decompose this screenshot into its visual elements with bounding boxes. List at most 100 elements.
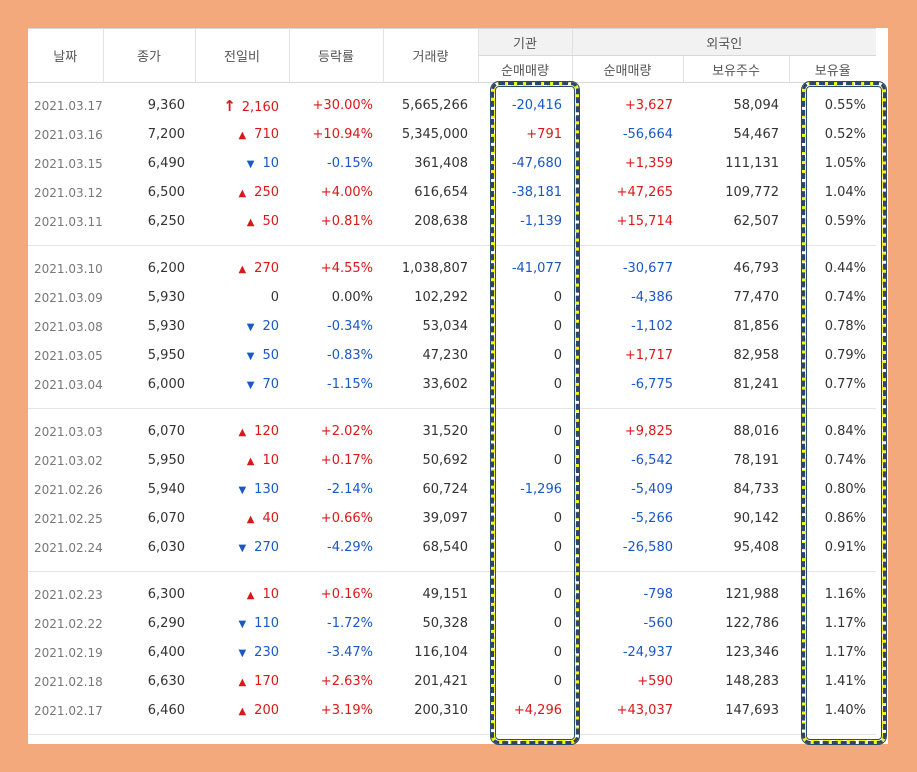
row-close: 6,030 [147, 540, 185, 555]
row-date: 2021.02.17 [34, 703, 103, 718]
row-volume: 39,097 [422, 511, 469, 526]
row-inst-net: 0 [553, 645, 562, 660]
row-date: 2021.03.10 [34, 261, 103, 276]
row-spacer [28, 83, 876, 92]
row-rate: +0.66% [320, 511, 373, 526]
table-row: 2021.02.18 6,630 170 +2.63% 201,421 0 +590 148,… [28, 667, 876, 696]
header-institution: 기관 [477, 28, 572, 56]
row-foreign-ratio: 0.84% [824, 424, 866, 439]
row-inst-net: 0 [553, 319, 562, 334]
row-volume: 33,602 [422, 377, 469, 392]
row-rate: -0.83% [327, 348, 373, 363]
row-date: 2021.03.09 [34, 290, 103, 305]
row-date: 2021.03.16 [34, 127, 103, 142]
row-rate: +3.19% [320, 703, 373, 718]
row-close: 6,460 [147, 703, 185, 718]
daily-trading-table: 날짜 종가 전일비 등락률 거래량 기관 외국인 순매매량 순매매량 보유주수 … [28, 28, 876, 735]
table-row: 2021.02.26 5,940 130 -2.14% 60,724 -1,296 -5,4… [28, 475, 876, 504]
row-foreign-holdings: 78,191 [733, 453, 780, 468]
row-inst-net: 0 [553, 290, 562, 305]
row-rate: -1.72% [327, 616, 373, 631]
group-divider [28, 562, 876, 572]
row-foreign-holdings: 109,772 [725, 185, 779, 200]
stock-table-panel: 날짜 종가 전일비 등락률 거래량 기관 외국인 순매매량 순매매량 보유주수 … [28, 28, 888, 744]
row-foreign-net: -56,664 [622, 127, 673, 142]
row-foreign-holdings: 90,142 [733, 511, 780, 526]
row-inst-net: 0 [553, 424, 562, 439]
row-date: 2021.02.24 [34, 540, 103, 555]
row-foreign-net: -30,677 [622, 261, 673, 276]
row-close: 6,000 [147, 377, 185, 392]
row-foreign-holdings: 147,693 [725, 703, 779, 718]
row-close: 7,200 [147, 127, 185, 142]
row-foreign-net: +1,717 [624, 348, 673, 363]
row-close: 6,290 [147, 616, 185, 631]
row-foreign-holdings: 54,467 [733, 127, 780, 142]
table-row: 2021.03.08 5,930 20 -0.34% 53,034 0 -1,102 81,8… [28, 312, 876, 341]
row-foreign-holdings: 122,786 [725, 616, 779, 631]
row-close: 6,200 [147, 261, 185, 276]
header-change: 전일비 [194, 28, 289, 83]
group-divider [28, 399, 876, 409]
row-foreign-holdings: 81,241 [733, 377, 780, 392]
row-volume: 116,104 [414, 645, 468, 660]
row-spacer [28, 246, 876, 255]
row-foreign-net: +590 [637, 674, 673, 689]
row-foreign-holdings: 95,408 [733, 540, 780, 555]
table-row: 2021.03.09 5,930 0 0.00% 102,292 0 -4,386 77,47… [28, 283, 876, 312]
row-foreign-holdings: 111,131 [725, 156, 779, 171]
row-foreign-net: -6,775 [631, 377, 673, 392]
row-close: 6,630 [147, 674, 185, 689]
institution-column-highlight [491, 82, 579, 744]
row-foreign-holdings: 148,283 [725, 674, 779, 689]
table-row: 2021.02.25 6,070 40 +0.66% 39,097 0 -5,266 90,1… [28, 504, 876, 533]
row-close: 6,300 [147, 587, 185, 602]
row-inst-net: 0 [553, 674, 562, 689]
row-volume: 68,540 [422, 540, 469, 555]
table-body: 2021.03.17 9,360 2,160 +30.00% 5,665,266 -20,… [28, 83, 876, 735]
group-divider [28, 725, 876, 735]
row-volume: 47,230 [422, 348, 469, 363]
row-change: 110 [195, 609, 289, 638]
row-foreign-net: +15,714 [616, 214, 673, 229]
row-date: 2021.03.11 [34, 214, 103, 229]
row-change: 0 [270, 290, 279, 305]
row-foreign-holdings: 84,733 [733, 482, 780, 497]
row-close: 6,250 [147, 214, 185, 229]
row-volume: 1,038,807 [401, 261, 468, 276]
row-foreign-holdings: 58,094 [733, 98, 780, 113]
row-volume: 5,665,266 [401, 98, 468, 113]
row-date: 2021.03.12 [34, 185, 103, 200]
row-foreign-ratio: 1.17% [824, 616, 866, 631]
row-change: 10 [195, 149, 289, 178]
row-foreign-net: +1,359 [624, 156, 673, 171]
row-date: 2021.02.25 [34, 511, 103, 526]
row-close: 6,490 [147, 156, 185, 171]
table-row: 2021.03.02 5,950 10 +0.17% 50,692 0 -6,542 78,1… [28, 446, 876, 475]
row-date: 2021.02.22 [34, 616, 103, 631]
row-close: 5,950 [147, 348, 185, 363]
table-row: 2021.02.17 6,460 200 +3.19% 200,310 +4,296 +43… [28, 696, 876, 725]
row-foreign-ratio: 1.16% [824, 587, 866, 602]
row-inst-net: +791 [526, 127, 562, 142]
row-change: 2,160 [195, 91, 289, 120]
row-close: 5,930 [147, 290, 185, 305]
row-foreign-net: +9,825 [624, 424, 673, 439]
row-change: 10 [195, 580, 289, 609]
row-close: 5,930 [147, 319, 185, 334]
row-spacer [28, 409, 876, 418]
row-inst-net: 0 [553, 540, 562, 555]
row-foreign-ratio: 0.91% [824, 540, 866, 555]
row-close: 6,500 [147, 185, 185, 200]
row-foreign-ratio: 0.55% [824, 98, 866, 113]
row-change: 170 [195, 667, 289, 696]
row-foreign-holdings: 46,793 [733, 261, 780, 276]
row-change: 270 [195, 254, 289, 283]
row-foreign-net: -4,386 [631, 290, 673, 305]
row-inst-net: 0 [553, 453, 562, 468]
row-close: 6,400 [147, 645, 185, 660]
row-change: 270 [195, 533, 289, 562]
row-rate: +0.81% [320, 214, 373, 229]
row-foreign-net: -560 [643, 616, 673, 631]
row-foreign-net: +47,265 [616, 185, 673, 200]
